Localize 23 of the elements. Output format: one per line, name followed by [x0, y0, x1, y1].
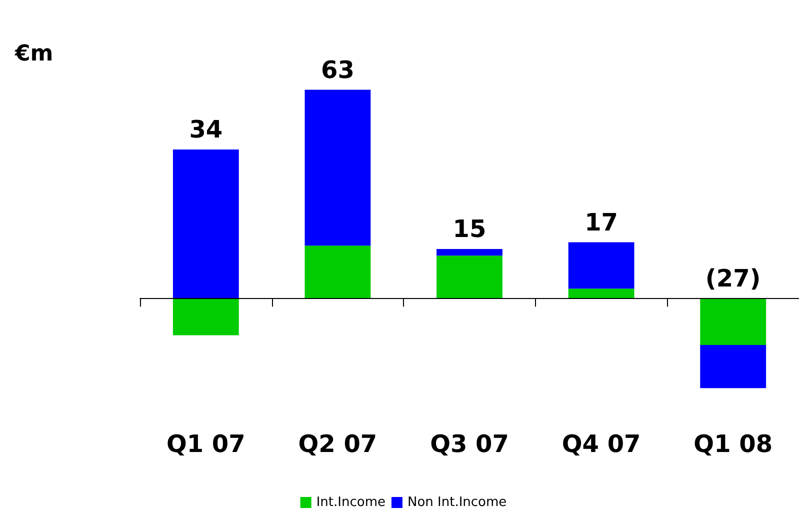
x-tick-label: Q3 07	[430, 430, 509, 458]
legend-label: Int.Income	[316, 495, 386, 510]
bar	[568, 242, 634, 289]
annotation: 15	[452, 214, 486, 243]
bar	[436, 256, 502, 299]
x-tick-label: Q1 07	[166, 430, 246, 458]
x-tick-label: Q2 07	[298, 430, 378, 458]
bar	[304, 246, 371, 299]
bar	[172, 150, 239, 299]
bar	[700, 298, 766, 346]
x-tick-label: Q1 08	[694, 430, 773, 458]
annotation: 17	[584, 208, 618, 236]
x-tick-label: Q4 07	[562, 430, 641, 458]
legend-label: Non Int.Income	[407, 495, 507, 510]
y-axis-title: €m	[14, 42, 54, 66]
bar	[568, 288, 634, 299]
annotation: (27)	[705, 264, 761, 293]
bar	[436, 248, 502, 256]
bar	[700, 345, 766, 388]
bar	[304, 90, 371, 246]
annotation: 34	[189, 116, 223, 144]
bar	[172, 298, 239, 336]
annotation: 63	[320, 56, 354, 84]
